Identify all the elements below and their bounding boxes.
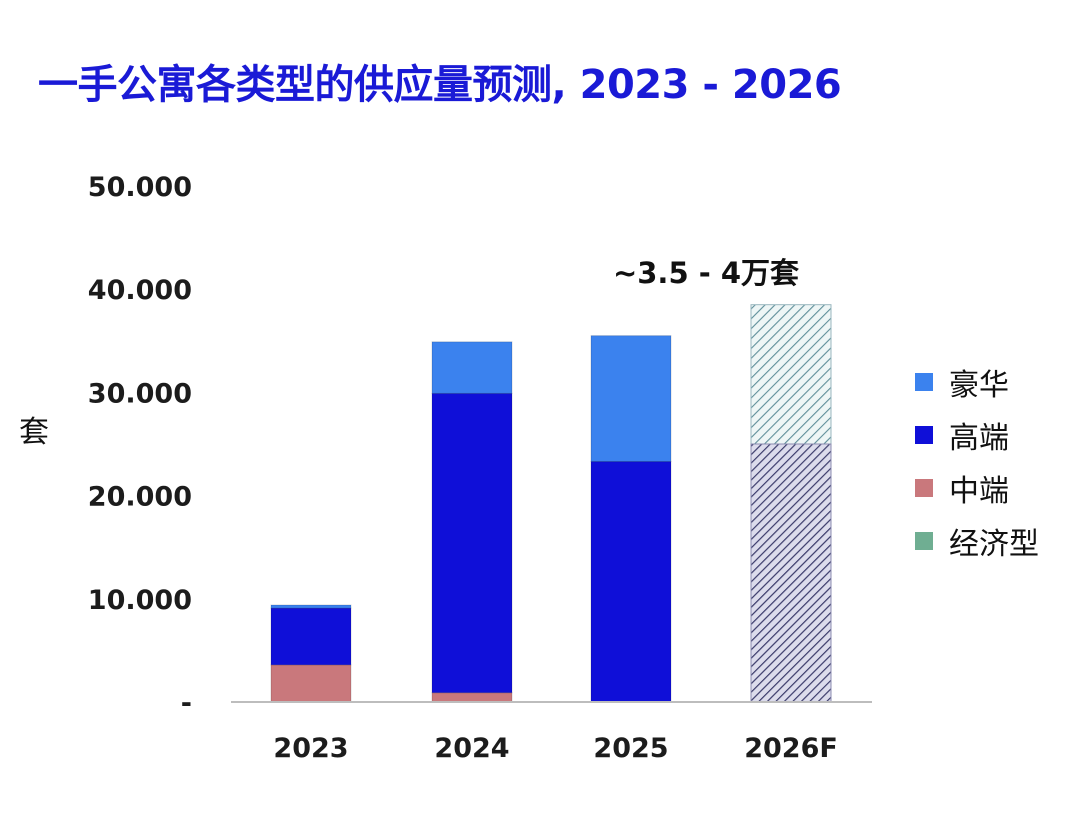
bar-high_end-2024 xyxy=(431,392,513,694)
y-tick-label: 40.000 xyxy=(88,275,192,306)
bar-luxury-2023 xyxy=(270,604,352,609)
legend-swatch xyxy=(915,532,933,550)
y-tick-label: - xyxy=(181,688,192,719)
legend-swatch xyxy=(915,373,933,391)
y-tick-label: 20.000 xyxy=(88,482,192,513)
x-tick-label: 2023 xyxy=(273,733,348,764)
bar-luxury-2024 xyxy=(431,341,513,394)
bar-luxury-2025 xyxy=(590,335,672,463)
legend-label: 中端 xyxy=(949,474,1009,509)
y-axis-label: 套 xyxy=(19,415,49,450)
bars xyxy=(270,304,832,703)
legend-label: 经济型 xyxy=(949,527,1039,562)
y-tick-label: 30.000 xyxy=(88,378,192,409)
bar-high_end-2023 xyxy=(270,607,352,666)
legend: 豪华 高端 中端 经济型 xyxy=(915,362,1039,574)
legend-item-high_end: 高端 xyxy=(915,415,1039,456)
x-tick-label: 2025 xyxy=(593,733,668,764)
x-tick-labels: 2023 2024 2025 2026F xyxy=(273,733,837,764)
bar-forecast-lower xyxy=(750,443,832,703)
bar-mid_end-2024 xyxy=(431,692,513,703)
legend-label: 高端 xyxy=(949,421,1009,456)
legend-label: 豪华 xyxy=(949,368,1009,403)
bar-forecast-upper xyxy=(750,304,832,445)
legend-item-mid_end: 中端 xyxy=(915,468,1039,509)
legend-item-luxury: 豪华 xyxy=(915,362,1039,403)
bar-high_end-2025 xyxy=(590,461,672,703)
y-tick-labels: - 10.000 20.000 30.000 40.000 50.000 xyxy=(88,172,192,719)
legend-swatch xyxy=(915,426,933,444)
bar-mid_end-2023 xyxy=(270,664,352,703)
y-tick-label: 10.000 xyxy=(88,585,192,616)
forecast-annotation: ~3.5 - 4万套 xyxy=(613,256,799,290)
chart-title: 一手公寓各类型的供应量预测, 2023 - 2026 xyxy=(38,62,842,108)
y-tick-label: 50.000 xyxy=(88,172,192,203)
x-tick-label: 2026F xyxy=(744,733,838,764)
legend-swatch xyxy=(915,479,933,497)
legend-item-economy: 经济型 xyxy=(915,521,1039,562)
x-tick-label: 2024 xyxy=(434,733,509,764)
